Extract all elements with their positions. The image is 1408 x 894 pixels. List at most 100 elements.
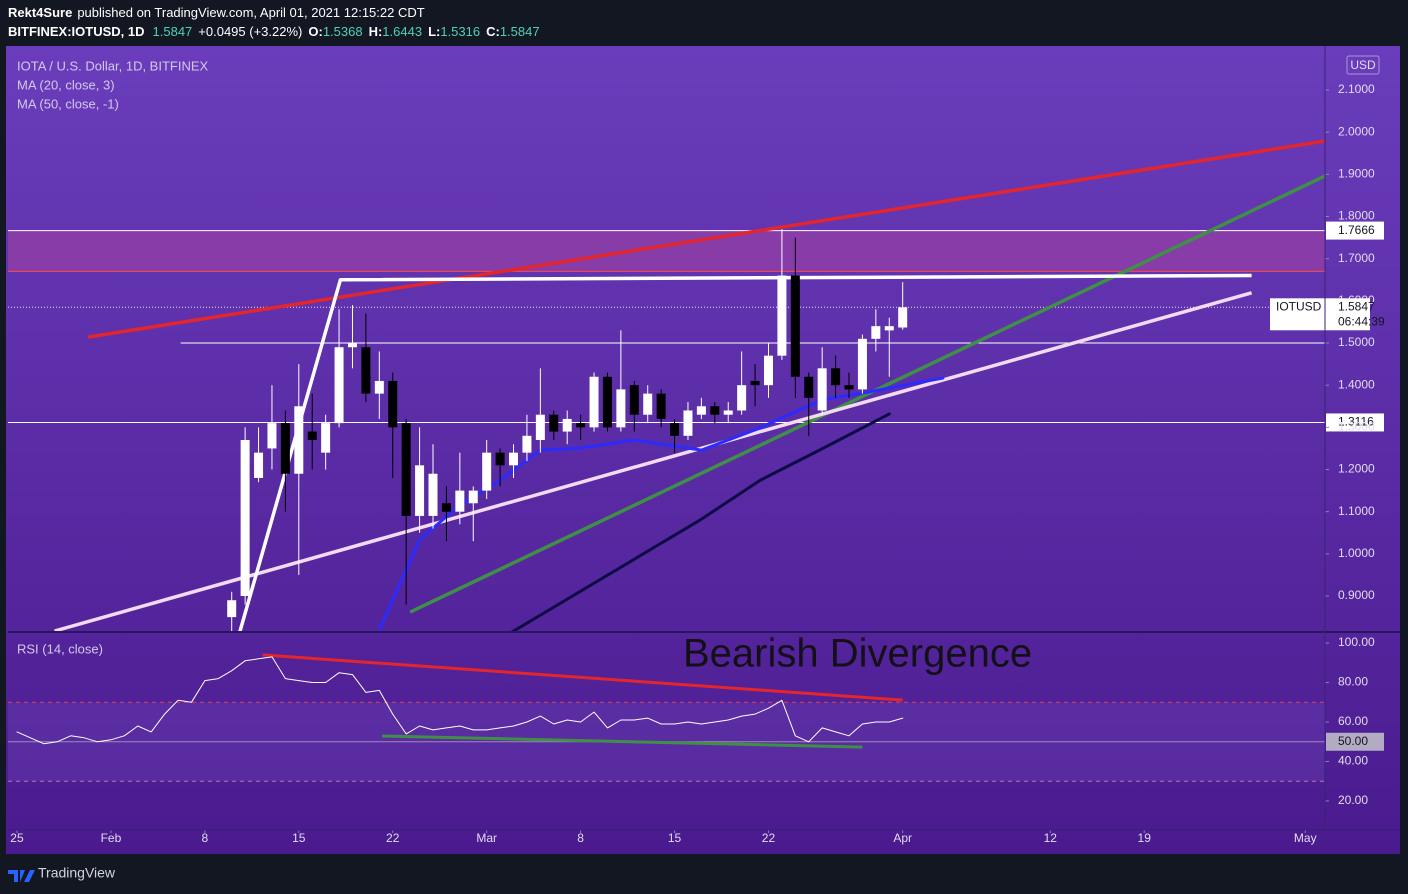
- y-tick-label: 2.0000: [1338, 124, 1375, 138]
- candle-body: [455, 490, 465, 512]
- x-tick-label: 19: [1138, 831, 1152, 845]
- candle-body: [696, 406, 706, 415]
- ma-legend: MA (20, close, 3): [17, 77, 115, 92]
- x-tick-label: 15: [668, 831, 682, 845]
- candle-body: [361, 347, 371, 394]
- x-tick-label: 8: [202, 831, 209, 845]
- moving-average: [377, 376, 945, 632]
- trend-line: [87, 139, 1325, 339]
- candle-body: [777, 275, 787, 356]
- candle-body: [683, 410, 693, 436]
- candle-body: [857, 338, 867, 390]
- candle-body: [240, 440, 250, 597]
- candle-body: [804, 376, 814, 398]
- candle-body: [482, 452, 492, 491]
- x-tick-label: 15: [292, 831, 306, 845]
- candle-body: [428, 473, 438, 516]
- price-label-box: [1326, 221, 1384, 240]
- candle-body: [321, 423, 331, 453]
- ohlc-label: C:: [486, 24, 500, 39]
- price-label: 1.3116: [1338, 415, 1374, 429]
- x-tick-label: Mar: [476, 831, 497, 845]
- y-tick-label: 1.0000: [1338, 546, 1375, 560]
- currency-box[interactable]: [1346, 55, 1380, 75]
- y-tick-label: 1.8000: [1338, 209, 1375, 223]
- candle-body: [576, 423, 586, 428]
- candle-body: [535, 414, 545, 441]
- y-tick-label: 100.00: [1338, 635, 1375, 649]
- candle-body: [334, 347, 344, 424]
- candle-body: [562, 418, 572, 432]
- ohlc-value: 1.5316: [440, 24, 480, 39]
- candle-body: [710, 406, 720, 415]
- last-symbol: IOTUSD: [1276, 299, 1322, 313]
- candle-body: [844, 385, 854, 390]
- candle-body: [602, 376, 612, 428]
- candle-body: [280, 423, 290, 474]
- x-tick-label: 8: [577, 831, 584, 845]
- logo: [8, 870, 35, 882]
- y-tick-label: 1.7000: [1338, 251, 1375, 265]
- price-label-box: [1326, 413, 1384, 432]
- brand: TradingView: [38, 865, 116, 881]
- candle-body: [401, 423, 411, 516]
- price-label-box: [1326, 732, 1384, 751]
- y-tick-label: 1.3000: [1338, 420, 1375, 434]
- candle-body: [227, 600, 237, 618]
- price-label: 1.7666: [1338, 223, 1375, 237]
- candle-body: [670, 423, 680, 436]
- moving-average: [510, 412, 891, 632]
- y-tick-label: 60.00: [1338, 714, 1368, 728]
- x-tick-label: May: [1294, 831, 1317, 845]
- candle-body: [495, 452, 505, 466]
- annotation: Bearish Divergence: [683, 632, 1032, 676]
- trend-line: [238, 273, 1252, 632]
- rsi-legend: RSI (14, close): [17, 641, 103, 656]
- candle-body: [790, 275, 800, 377]
- candle-body: [817, 368, 827, 411]
- symbol: BITFINEX:IOTUSD, 1D: [8, 24, 145, 39]
- candle-body: [616, 389, 626, 428]
- ohlc-label: O:: [308, 24, 322, 39]
- price-label: 50.00: [1338, 734, 1368, 748]
- ohlc-value: 1.5847: [500, 24, 540, 39]
- candle-body: [254, 452, 264, 478]
- last-price: 1.5847: [153, 24, 193, 39]
- x-tick-label: 12: [1044, 831, 1058, 845]
- candle-body: [884, 326, 894, 331]
- currency[interactable]: USD: [1350, 58, 1376, 72]
- rsi-pane: [8, 653, 1325, 782]
- y-tick-label: 1.5000: [1338, 335, 1375, 349]
- change: +0.0495 (+3.22%): [198, 24, 302, 39]
- trend-line: [409, 174, 1325, 614]
- candle-body: [294, 406, 304, 474]
- candle-body: [831, 368, 841, 386]
- candle-body: [307, 431, 317, 441]
- candle-body: [643, 393, 653, 415]
- candle-body: [656, 393, 666, 419]
- ma-legend: MA (50, close, -1): [17, 96, 119, 111]
- candle-body: [898, 307, 908, 328]
- x-tick-label: Feb: [101, 831, 122, 845]
- y-tick-label: 1.2000: [1338, 462, 1375, 476]
- x-tick-label: Apr: [893, 831, 912, 845]
- candle-body: [723, 410, 733, 415]
- candle-body: [388, 380, 398, 428]
- ohlc-label: L:: [428, 24, 440, 39]
- rsi-line: [16, 656, 904, 745]
- symbol-legend: IOTA / U.S. Dollar, 1D, BITFINEX: [17, 58, 209, 73]
- symbol-line: BITFINEX:IOTUSD, 1D 1.5847 +0.0495 (+3.22%…: [8, 24, 540, 39]
- candle-body: [347, 343, 357, 348]
- candle-body: [737, 385, 747, 411]
- candle-body: [589, 376, 599, 428]
- y-tick-label: 20.00: [1338, 793, 1368, 807]
- candle-body: [750, 380, 760, 386]
- published: published on TradingView.com, April 01, …: [77, 5, 424, 20]
- candle-body: [415, 465, 425, 516]
- resistance-zone: [8, 230, 1325, 272]
- x-tick-label: 25: [10, 831, 24, 845]
- candle-body: [441, 503, 451, 512]
- candle-body: [374, 380, 384, 394]
- axes: 1.7666 1.3116 0.9000 1.0000 1.1000 1.2000 1.30…: [10, 82, 1385, 845]
